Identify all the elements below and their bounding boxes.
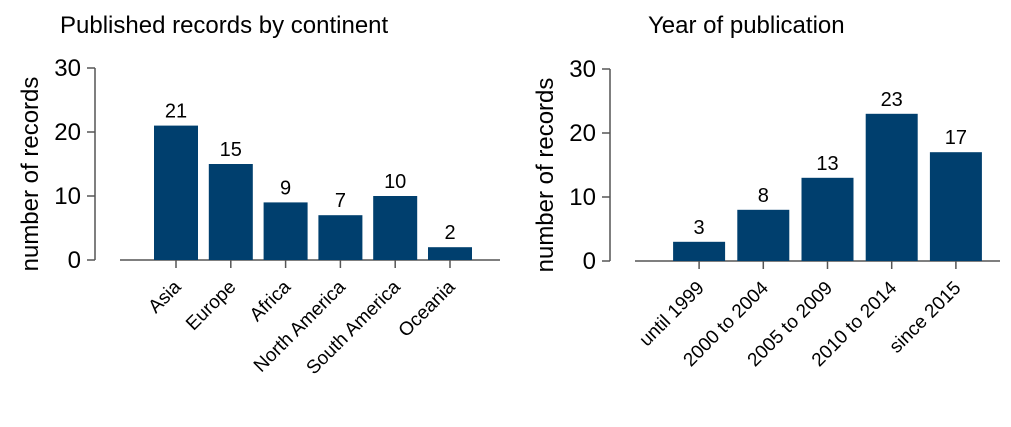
bar (801, 177, 854, 261)
y-tick-label: 0 (68, 247, 81, 274)
bar (373, 196, 418, 260)
chart-title: Year of publication (648, 12, 845, 39)
bar (929, 152, 982, 261)
bar (865, 113, 918, 261)
value-label: 10 (384, 171, 406, 193)
bar (737, 209, 790, 261)
value-label: 7 (335, 190, 346, 212)
chart-title: Published records by continent (60, 12, 389, 39)
y-tick-label: 20 (54, 119, 81, 146)
bar (318, 215, 363, 260)
y-axis-label: number of records (532, 78, 559, 273)
y-axis-label: number of records (17, 77, 44, 272)
y-tick-label: 10 (54, 183, 81, 210)
y-tick-label: 20 (569, 120, 596, 147)
value-label: 9 (280, 177, 291, 199)
bar (154, 125, 198, 260)
x-tick-label: South America (303, 276, 406, 379)
value-label: 13 (816, 153, 838, 175)
x-tick-label: Asia (145, 276, 186, 317)
value-label: 21 (165, 101, 187, 123)
x-tick-label: Africa (246, 276, 295, 325)
value-label: 23 (881, 89, 903, 111)
value-label: 2 (444, 222, 455, 244)
value-label: 17 (945, 127, 967, 149)
y-tick-label: 30 (54, 55, 81, 82)
bar (263, 202, 308, 260)
y-tick-label: 0 (583, 248, 596, 275)
y-tick-label: 30 (569, 56, 596, 83)
bar (428, 247, 472, 260)
x-tick-label: Europe (182, 277, 240, 335)
value-label: 3 (694, 217, 705, 239)
y-tick-label: 10 (569, 184, 596, 211)
bar (208, 164, 253, 260)
value-label: 8 (758, 185, 769, 207)
x-tick-label: Oceania (395, 276, 460, 341)
value-label: 15 (220, 139, 242, 161)
bar (673, 241, 726, 261)
